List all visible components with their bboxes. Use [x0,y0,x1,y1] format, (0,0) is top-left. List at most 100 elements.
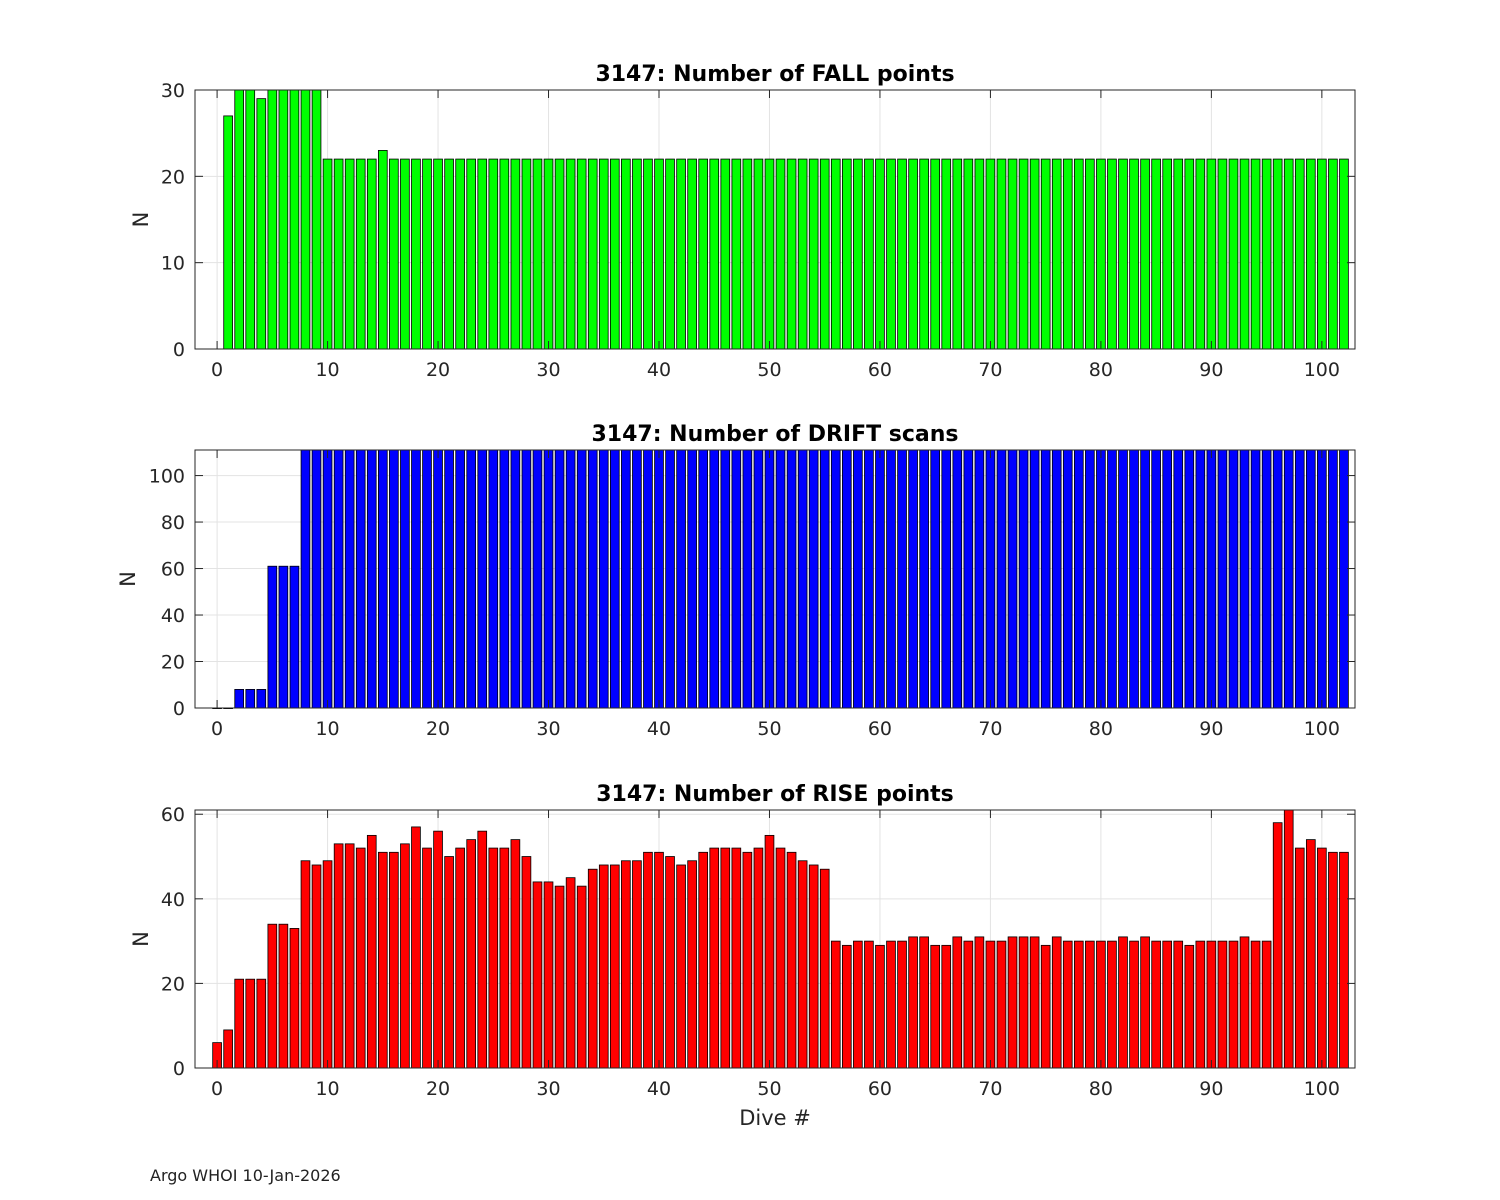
bar-dive-100 [1317,847,1327,1069]
bar-dive-26 [499,449,510,709]
bar-dive-25 [488,847,499,1069]
bar-dive-45 [709,449,720,709]
bar-dive-56 [830,158,841,350]
bar-dive-31 [554,158,565,350]
bar-dive-4 [256,689,267,709]
x-tick-label: 90 [1199,1078,1223,1100]
bar-dive-7 [289,928,300,1069]
bar-dive-36 [609,864,620,1069]
bar-dive-89 [1195,940,1206,1069]
x-tick-label: 50 [757,718,781,740]
bar-dive-35 [598,449,609,709]
bar-dive-30 [543,449,554,709]
bar-dive-88 [1184,158,1195,350]
x-tick-label: 60 [868,359,892,381]
bar-dive-50 [764,158,775,350]
bar-dive-1 [223,115,233,350]
bar-dive-58 [853,449,863,709]
bar-dive-7 [289,565,300,709]
bar-dive-10 [322,449,333,709]
bar-dive-74 [1029,449,1040,709]
bar-dive-39 [643,449,653,709]
bar-dive-88 [1184,449,1195,709]
bar-dive-70 [985,449,996,709]
bar-dive-85 [1151,940,1161,1069]
bar-dive-68 [963,940,974,1069]
bar-dive-25 [488,449,499,709]
bar-dive-71 [996,158,1007,350]
x-tick-label: 80 [1089,1078,1113,1100]
bar-dive-85 [1151,449,1161,709]
bar-dive-100 [1317,158,1327,350]
bar-dive-39 [643,851,653,1069]
bar-dive-3 [245,89,256,350]
bar-dive-25 [488,158,499,350]
bar-dive-37 [621,860,631,1069]
bar-dive-27 [510,158,521,350]
bar-dive-60 [875,449,885,709]
bar-dive-34 [587,158,598,350]
bar-dive-67 [952,936,963,1069]
bar-dive-19 [422,449,432,709]
bar-dive-49 [753,449,764,709]
bar-dive-88 [1184,944,1195,1069]
bar-dive-56 [830,449,841,709]
bar-dive-24 [477,830,488,1069]
bar-dive-70 [985,158,996,350]
bar-dive-68 [963,158,974,350]
bar-dive-21 [444,856,454,1069]
bar-dive-20 [433,449,443,709]
bar-dive-69 [974,158,985,350]
x-tick-label: 20 [426,359,450,381]
y-tick-label: 60 [161,804,185,826]
bar-dive-6 [278,89,289,350]
bar-dive-18 [411,158,421,350]
bar-dive-89 [1195,158,1206,350]
bar-dive-91 [1217,158,1228,350]
bar-dive-51 [775,847,786,1069]
x-tick-label: 70 [978,1078,1002,1100]
bar-dive-12 [344,158,355,350]
bar-dive-39 [643,158,653,350]
bar-dive-93 [1239,449,1250,709]
bar-dive-65 [930,449,941,709]
bar-dive-48 [742,449,753,709]
bar-dive-74 [1029,158,1040,350]
bar-dive-77 [1062,449,1073,709]
bar-dive-5 [267,89,278,350]
bar-dive-26 [499,847,510,1069]
bar-dive-36 [609,449,620,709]
bar-dive-79 [1085,940,1095,1069]
bar-dive-24 [477,449,488,709]
bar-dive-77 [1062,158,1073,350]
bar-dive-63 [908,449,918,709]
bar-dive-20 [433,158,443,350]
bar-dive-43 [687,158,697,350]
bar-dive-72 [1007,936,1018,1069]
bar-dive-81 [1107,940,1117,1069]
bar-dive-18 [411,826,421,1069]
bar-dive-102 [1339,851,1349,1069]
bar-dive-35 [598,158,609,350]
bar-dive-59 [864,940,874,1069]
bar-dive-54 [808,158,819,350]
bar-dive-19 [422,158,432,350]
bar-dive-59 [864,158,874,350]
bar-dive-26 [499,158,510,350]
bar-dive-95 [1261,158,1272,350]
bar-dive-23 [466,839,477,1069]
y-tick-label: 0 [173,698,185,720]
bar-dive-23 [466,449,477,709]
bar-dive-9 [311,449,322,709]
bar-dive-9 [311,89,322,350]
bar-dive-33 [576,885,587,1069]
bar-dive-15 [377,150,388,350]
bar-dive-22 [455,449,465,709]
bar-dive-27 [510,839,521,1069]
y-tick-label: 60 [161,559,185,581]
bar-dive-10 [322,158,333,350]
bar-dive-78 [1073,158,1084,350]
bar-dive-71 [996,449,1007,709]
bar-dive-66 [941,158,952,350]
bar-dive-80 [1096,158,1106,350]
